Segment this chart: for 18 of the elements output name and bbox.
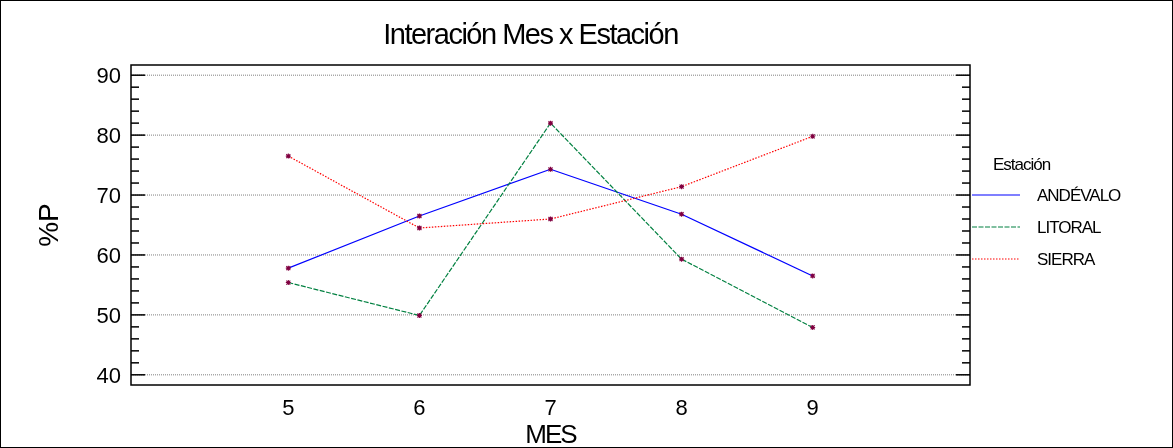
x-axis-title: MES [525, 419, 578, 448]
y-tick-label: 80 [96, 122, 121, 148]
x-tick-label: 6 [413, 395, 426, 420]
x-tick-label: 7 [544, 395, 557, 420]
legend-label: ANDÉVALO [1037, 185, 1122, 205]
y-tick-label: 50 [96, 302, 121, 328]
y-tick-label: 70 [96, 182, 121, 208]
y-tick-label: 40 [96, 362, 121, 388]
x-tick-label: 5 [282, 395, 295, 420]
legend-label: SIERRA [1037, 249, 1096, 269]
y-tick-label: 90 [96, 62, 121, 88]
chart-title: Interación Mes x Estación [383, 18, 679, 50]
legend-label: LITORAL [1037, 217, 1102, 237]
y-tick-label: 60 [96, 242, 121, 268]
legend-title: Estación [993, 155, 1051, 174]
y-axis-title: %P [33, 203, 64, 247]
x-tick-label: 9 [806, 395, 819, 420]
x-tick-label: 8 [675, 395, 688, 420]
